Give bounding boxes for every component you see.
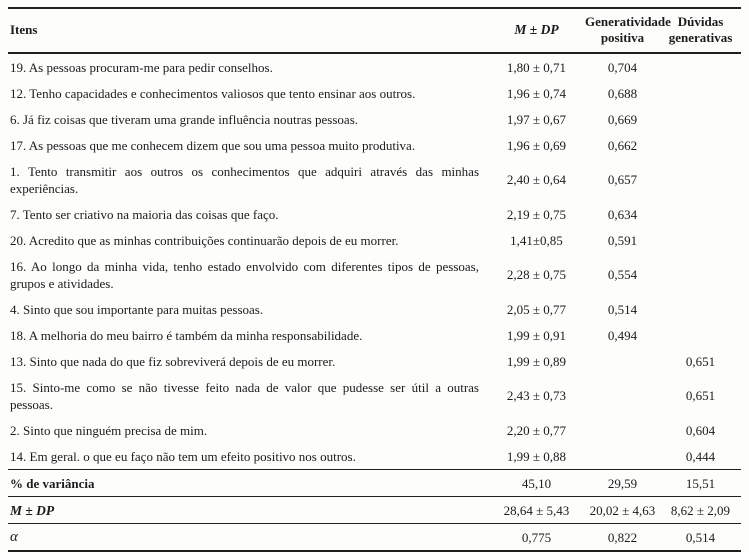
generatividade-positiva-loading: [585, 443, 660, 470]
summary-row: M ± DP 28,64 ± 5,43 20,02 ± 4,63 8,62 ± …: [8, 496, 741, 524]
summary-row: α 0,775 0,822 0,514: [8, 524, 741, 552]
summary-label: M ± DP: [8, 496, 488, 524]
item-text: 15. Sinto-me como se não tivesse feito n…: [10, 379, 479, 412]
duvidas-generativas-loading: [660, 53, 741, 80]
generatividade-positiva-loading: 0,662: [607, 137, 638, 153]
m-dp-value: 2,40 ± 0,64: [506, 172, 567, 187]
duvidas-generativas-loading: 0,604: [685, 422, 716, 438]
generatividade-positiva-loading: [585, 348, 660, 374]
summary-m-dp-value: 0,775: [521, 529, 552, 545]
generatividade-positiva-loading: [585, 417, 660, 443]
table-row: 19. As pessoas procuram-me para pedir co…: [8, 53, 741, 80]
table-row: 14. Em geral. o que eu faço não tem um e…: [8, 443, 741, 470]
summary-m-dp-value: 28,64 ± 5,43: [488, 496, 585, 524]
m-dp-value: 1,99 ± 0,89: [506, 353, 567, 369]
duvidas-generativas-loading: 0,651: [685, 353, 716, 369]
m-dp-value: 2,20 ± 0,77: [506, 422, 567, 438]
duvidas-generativas-loading: 0,444: [660, 443, 741, 470]
column-header-generatividade-positiva: Generatividade positiva: [585, 8, 671, 54]
summary-label: % de variância: [8, 469, 488, 497]
item-text: 6. Já fiz coisas que tiveram uma grande …: [10, 111, 358, 127]
summary-duvidas-generativas-value: 0,514: [685, 529, 716, 545]
item-text: 19. As pessoas procuram-me para pedir co…: [10, 59, 273, 75]
duvidas-generativas-loading: 0,651: [685, 388, 716, 403]
item-text: 16. Ao longo da minha vida, tenho estado…: [10, 258, 479, 291]
table-row: 20. Acredito que as minhas contribuições…: [8, 227, 741, 253]
column-header-m-dp: M ± DP: [488, 8, 585, 54]
item-text: 2. Sinto que ninguém precisa de mim.: [10, 422, 208, 438]
summary-m-dp-value: 45,10: [488, 469, 585, 497]
generatividade-positiva-loading: 0,688: [607, 85, 638, 101]
table-header-row: Itens M ± DP Generatividade positiva Dúv…: [8, 8, 741, 54]
generatividade-positiva-loading: 0,704: [607, 59, 638, 75]
m-dp-value: 1,96 ± 0,74: [506, 85, 567, 101]
summary-generatividade-positiva-value: 0,822: [607, 529, 638, 545]
generatividade-positiva-loading: 0,669: [607, 111, 638, 127]
table-row: 1. Tento transmitir aos outros os conhec…: [8, 158, 741, 201]
header-line-2: generativas: [668, 30, 733, 45]
m-dp-value: 2,19 ± 0,75: [506, 206, 567, 222]
column-header-duvidas-generativas: Dúvidas generativas: [660, 8, 741, 54]
generatividade-positiva-loading: [585, 374, 660, 417]
duvidas-generativas-loading: [660, 253, 741, 296]
header-line-2: positiva: [600, 30, 645, 45]
summary-duvidas-generativas-value: 15,51: [660, 469, 741, 497]
duvidas-generativas-loading: [660, 201, 741, 227]
table-row: 7. Tento ser criativo na maioria das coi…: [8, 201, 741, 227]
table-row: 17. As pessoas que me conhecem dizem que…: [8, 132, 741, 158]
table-row: 13. Sinto que nada do que fiz sobreviver…: [8, 348, 741, 374]
column-header-itens: Itens: [8, 8, 488, 54]
duvidas-generativas-loading: [660, 296, 741, 322]
m-dp-value: 2,05 ± 0,77: [506, 301, 567, 317]
table-row: 18. A melhoria do meu bairro é também da…: [8, 322, 741, 348]
generatividade-positiva-loading: 0,591: [607, 232, 638, 248]
item-text: 18. A melhoria do meu bairro é também da…: [10, 327, 363, 343]
m-dp-value: 2,43 ± 0,73: [506, 388, 567, 403]
summary-generatividade-positiva-value: 20,02 ± 4,63: [585, 496, 660, 524]
table-row: 6. Já fiz coisas que tiveram uma grande …: [8, 106, 741, 132]
summary-generatividade-positiva-value: 29,59: [585, 469, 660, 497]
table-row: 4. Sinto que sou importante para muitas …: [8, 296, 741, 322]
generatividade-positiva-loading: 0,514: [607, 301, 638, 317]
header-line-1: Generatividade: [585, 14, 671, 29]
item-text: 4. Sinto que sou importante para muitas …: [10, 301, 264, 317]
m-dp-value: 1,97 ± 0,67: [506, 111, 567, 127]
duvidas-generativas-loading: [660, 80, 741, 106]
table-row: 16. Ao longo da minha vida, tenho estado…: [8, 253, 741, 296]
duvidas-generativas-loading: [660, 227, 741, 253]
m-dp-value: 1,96 ± 0,69: [506, 137, 567, 153]
generatividade-positiva-loading: 0,657: [607, 172, 638, 187]
item-text: 7. Tento ser criativo na maioria das coi…: [10, 206, 279, 222]
generatividade-positiva-loading: 0,494: [607, 327, 638, 343]
duvidas-generativas-loading: [660, 106, 741, 132]
m-dp-value: 1,99 ± 0,88: [488, 443, 585, 470]
summary-duvidas-generativas-value: 8,62 ± 2,09: [660, 496, 741, 524]
summary-row: % de variância 45,10 29,59 15,51: [8, 469, 741, 497]
duvidas-generativas-loading: [660, 132, 741, 158]
item-text: 13. Sinto que nada do que fiz sobreviver…: [10, 353, 336, 369]
item-text: 12. Tenho capacidades e conhecimentos va…: [10, 85, 416, 101]
generatividade-positiva-loading: 0,554: [607, 267, 638, 282]
m-dp-value: 1,99 ± 0,91: [506, 327, 567, 343]
generatividade-positiva-loading: 0,634: [607, 206, 638, 222]
m-dp-value: 1,80 ± 0,71: [506, 59, 567, 75]
table-row: 2. Sinto que ninguém precisa de mim. 2,2…: [8, 417, 741, 443]
item-text: 1. Tento transmitir aos outros os conhec…: [10, 163, 479, 196]
summary-label: α: [10, 528, 18, 545]
m-dp-value: 1,41±0,85: [510, 232, 563, 248]
item-text: 20. Acredito que as minhas contribuições…: [10, 232, 399, 248]
m-dp-value: 2,28 ± 0,75: [506, 267, 567, 282]
item-text: 14. Em geral. o que eu faço não tem um e…: [8, 443, 488, 470]
header-line-1: Dúvidas: [677, 14, 724, 29]
table-row: 15. Sinto-me como se não tivesse feito n…: [8, 374, 741, 417]
duvidas-generativas-loading: [660, 322, 741, 348]
table-row: 12. Tenho capacidades e conhecimentos va…: [8, 80, 741, 106]
duvidas-generativas-loading: [660, 158, 741, 201]
factor-structure-table: Itens M ± DP Generatividade positiva Dúv…: [8, 7, 741, 552]
item-text: 17. As pessoas que me conhecem dizem que…: [10, 137, 416, 153]
